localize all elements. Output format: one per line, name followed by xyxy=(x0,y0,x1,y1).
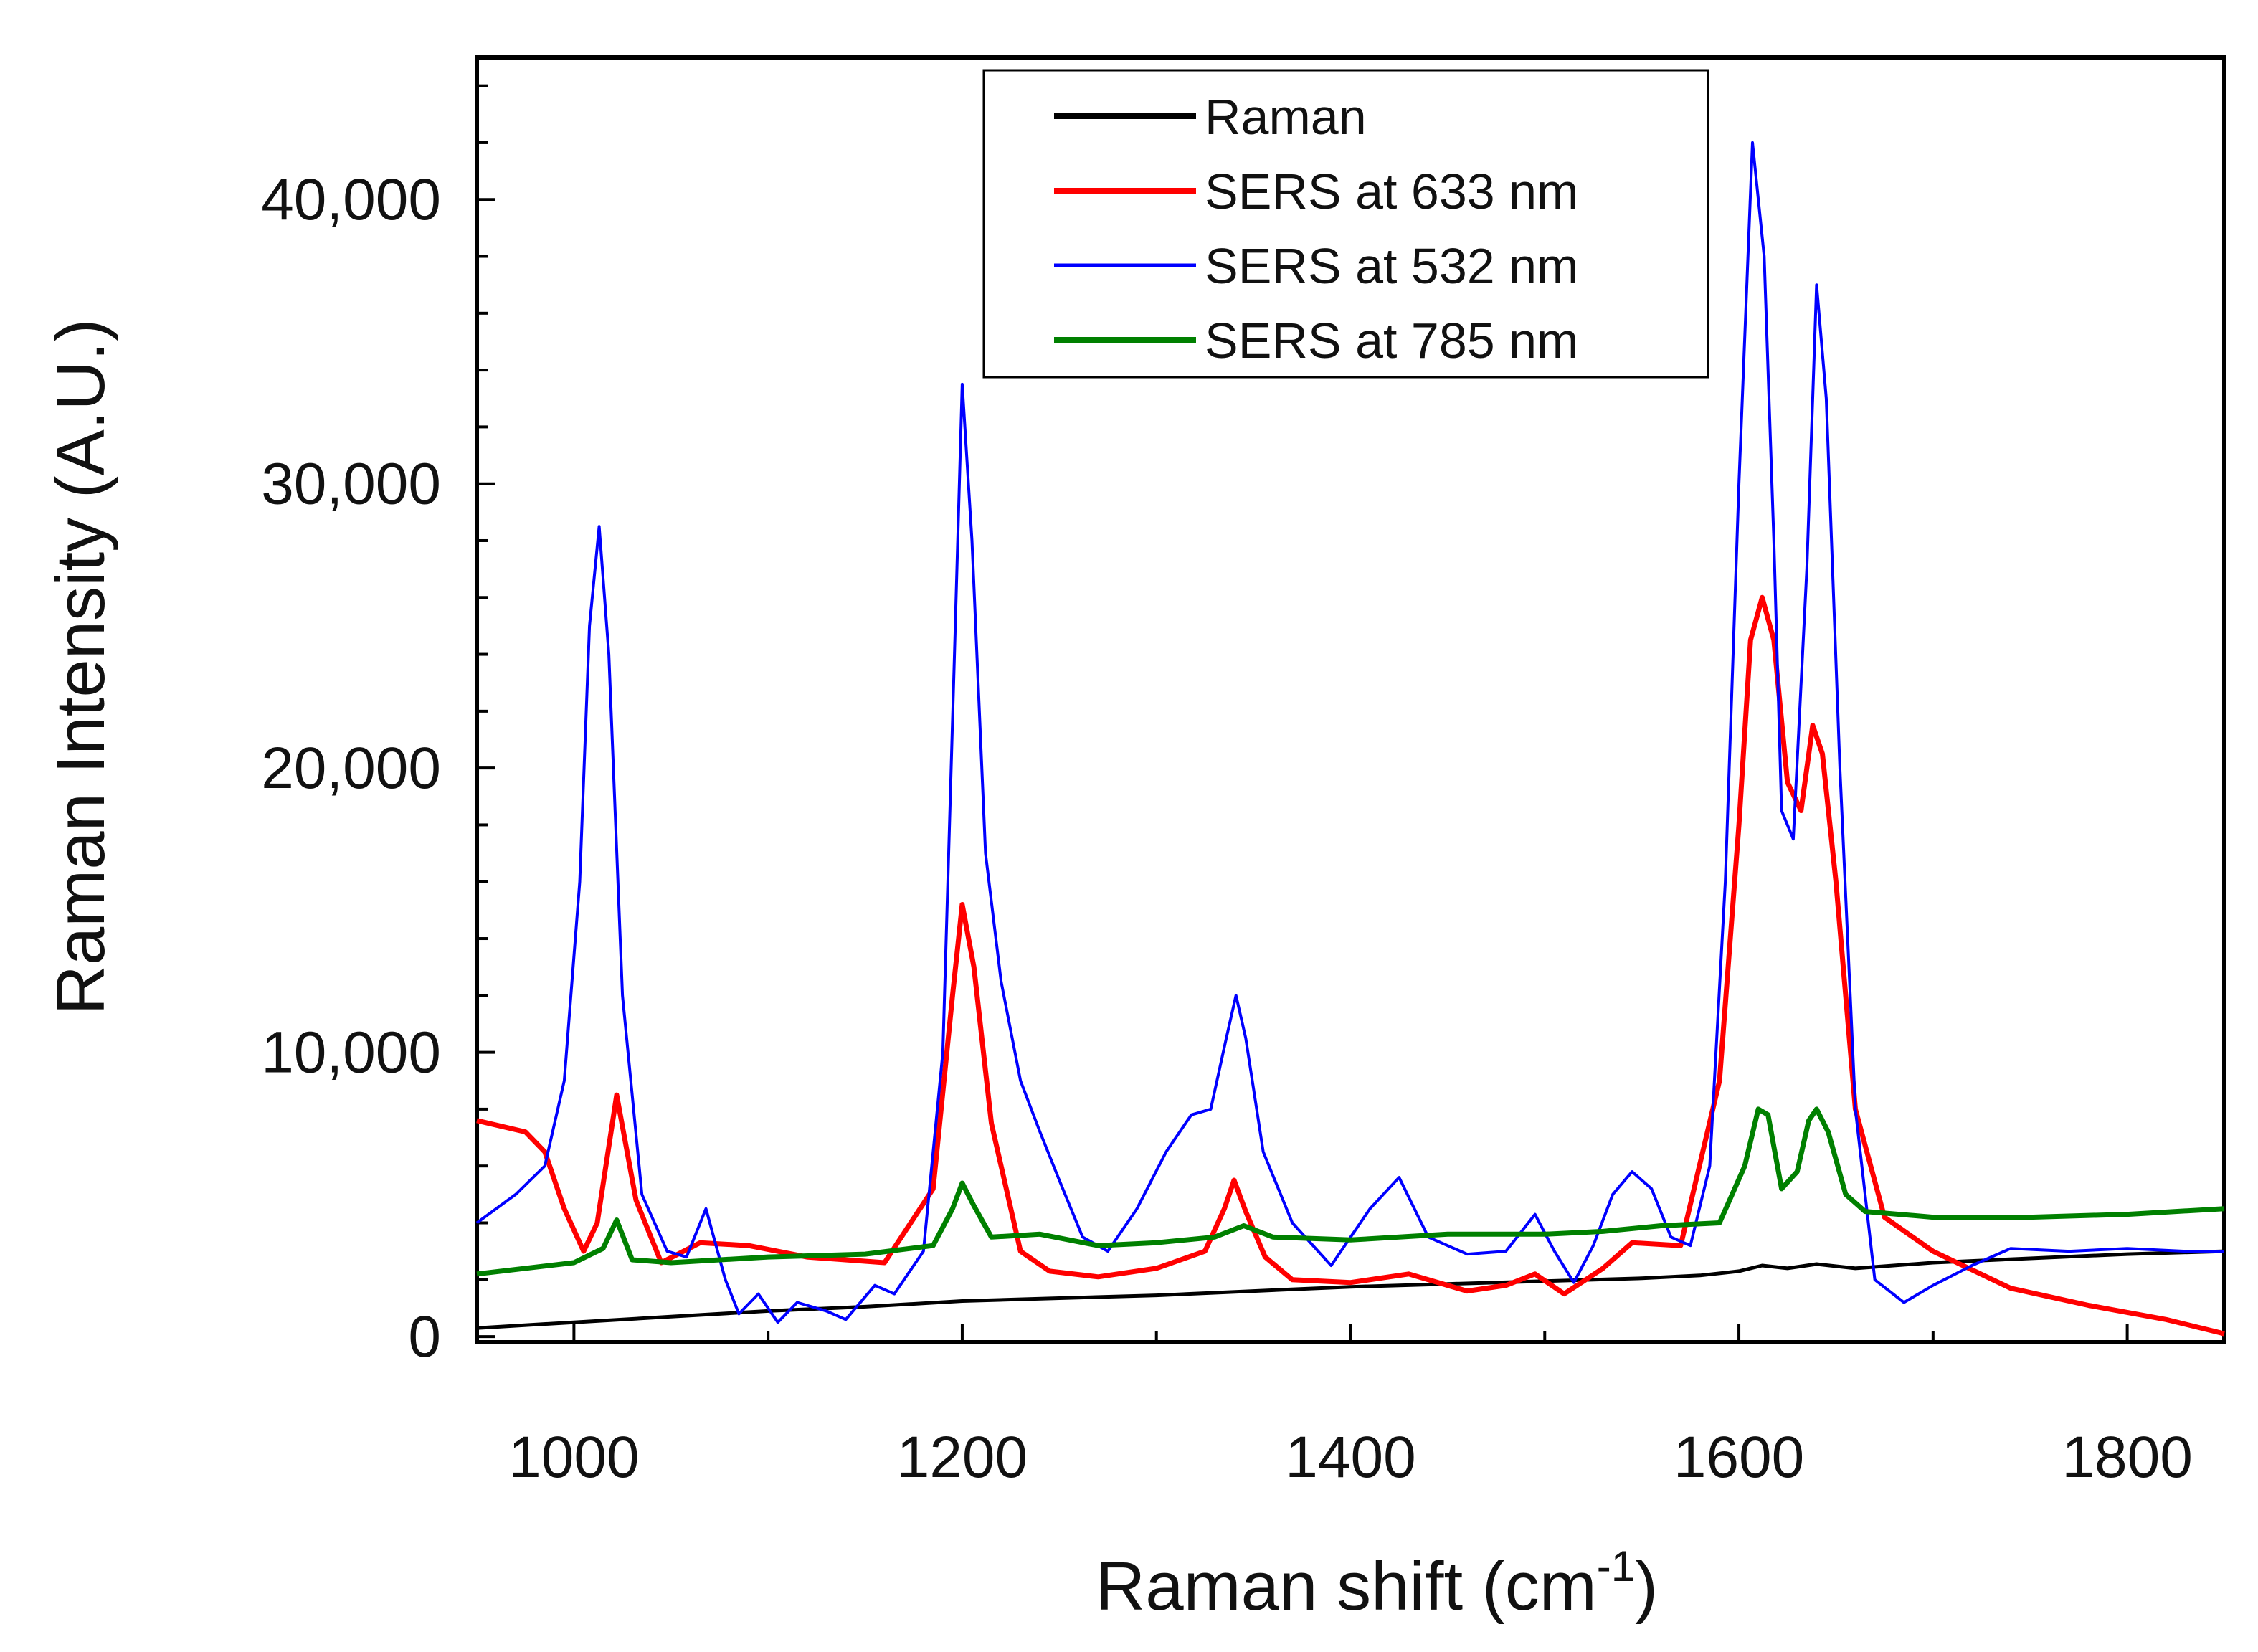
x-tick-label: 1000 xyxy=(508,1425,639,1490)
x-tick-labels: 1000 1200 1400 1600 1800 xyxy=(508,1425,2193,1490)
series-line-sers-at-532-nm xyxy=(475,141,2224,1324)
legend: Raman SERS at 633 nm SERS at 532 nm SERS at… xyxy=(982,69,1709,379)
y-tick-label: 0 xyxy=(408,1304,441,1369)
series-lines xyxy=(475,141,2225,1337)
x-tick-label: 1200 xyxy=(897,1425,1028,1490)
x-tick-label: 1400 xyxy=(1285,1425,1415,1490)
legend-label: SERS at 633 nm xyxy=(1205,163,1578,219)
legend-label: SERS at 785 nm xyxy=(1205,313,1578,369)
series-line-sers-at-633-nm xyxy=(476,594,2225,1337)
legend-items: Raman SERS at 633 nm SERS at 532 nm SERS at… xyxy=(1054,89,1578,369)
x-axis-title-superscript: -1 xyxy=(1597,1542,1635,1590)
x-tick-label: 1600 xyxy=(1674,1425,1804,1490)
legend-box xyxy=(982,69,1709,379)
x-tick-label: 1800 xyxy=(2062,1425,2192,1490)
y-tick-label: 30,000 xyxy=(261,452,441,517)
y-tick-label: 20,000 xyxy=(261,736,441,801)
y-tick-label: 10,000 xyxy=(261,1020,441,1086)
legend-label: Raman xyxy=(1205,89,1367,145)
series-line-sers-at-785-nm xyxy=(476,1106,2225,1277)
x-axis-title-suffix: ) xyxy=(1635,1548,1658,1625)
x-axis-title-main: Raman shift (cm xyxy=(1096,1548,1597,1625)
y-tick-labels: 0 10,000 20,000 30,000 40,000 xyxy=(261,167,441,1369)
x-axis-title: Raman shift (cm-1) xyxy=(1096,1542,1658,1625)
y-axis-title: Raman Intensity (A.U.) xyxy=(42,319,119,1015)
legend-label: SERS at 532 nm xyxy=(1205,238,1578,294)
y-tick-label: 40,000 xyxy=(261,167,441,232)
